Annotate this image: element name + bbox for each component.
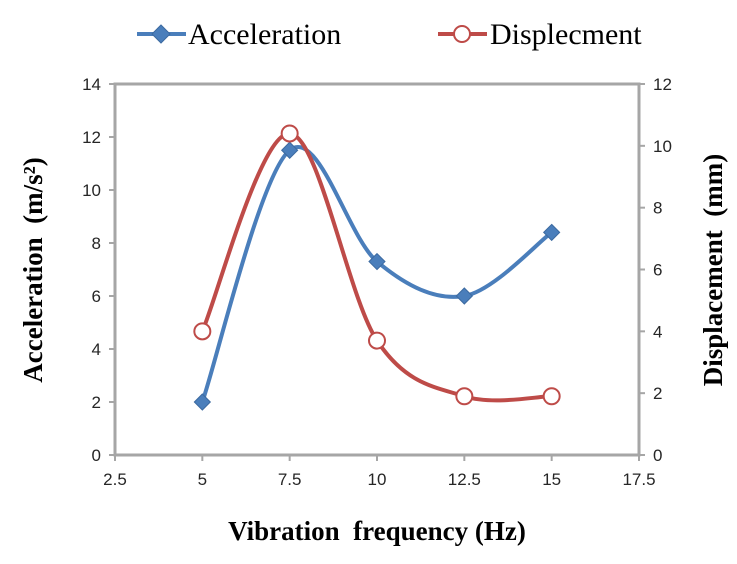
y2-tick-label: 4 xyxy=(653,322,662,341)
y2-tick-label: 6 xyxy=(653,261,662,280)
y-tick-label: 2 xyxy=(92,393,101,412)
data-point-acceleration xyxy=(368,252,386,271)
x-axis: 2.5 5 7.5 10 12.5 15 17.5 xyxy=(103,455,656,489)
y-tick-label: 14 xyxy=(82,75,101,94)
data-point-displecment xyxy=(455,387,474,406)
x-tick-label: 17.5 xyxy=(622,470,655,489)
data-point-acceleration xyxy=(455,287,474,305)
x-tick-label: 7.5 xyxy=(278,470,302,489)
data-point-acceleration xyxy=(193,393,212,411)
data-point-displecment xyxy=(542,387,561,406)
series-layer xyxy=(193,124,561,411)
y2-tick-label: 8 xyxy=(653,199,662,218)
data-point-displecment xyxy=(368,331,386,350)
x-tick-label: 12.5 xyxy=(448,470,481,489)
y-tick-label: 0 xyxy=(92,446,101,465)
data-point-acceleration xyxy=(280,141,299,159)
y-axis-right: 0 2 4 6 8 10 12 xyxy=(639,75,672,465)
x-tick-label: 10 xyxy=(368,470,387,489)
legend-label-acceleration: Acceleration xyxy=(188,18,341,51)
y-tick-label: 6 xyxy=(92,287,101,306)
x-axis-title: Vibration frequency (Hz) xyxy=(228,516,526,546)
y-tick-label: 4 xyxy=(92,340,101,359)
y-axis-title-right: Displacement (mm) xyxy=(698,154,728,386)
y2-tick-label: 0 xyxy=(653,446,662,465)
y-axis-title-left: Acceleration (m/s²) xyxy=(18,157,48,383)
y2-tick-label: 10 xyxy=(653,137,672,156)
data-point-acceleration xyxy=(542,223,561,242)
x-tick-label: 2.5 xyxy=(103,470,127,489)
y2-tick-label: 12 xyxy=(653,75,672,94)
y-tick-label: 8 xyxy=(92,234,101,253)
legend-label-displacement: Displecment xyxy=(490,18,642,51)
y2-tick-label: 2 xyxy=(653,384,662,403)
y-axis-left: 0 2 4 6 8 10 12 14 xyxy=(82,75,115,465)
data-point-displecment xyxy=(280,124,299,143)
x-tick-label: 15 xyxy=(542,470,561,489)
legend-diamond-icon xyxy=(151,24,171,44)
series-line-acceleration xyxy=(200,145,553,403)
x-tick-label: 5 xyxy=(198,470,207,489)
data-point-displecment xyxy=(193,322,212,341)
y-tick-label: 12 xyxy=(82,128,101,147)
legend-circle-icon xyxy=(453,25,471,43)
legend: Acceleration Displecment xyxy=(137,18,642,51)
y-tick-label: 10 xyxy=(82,181,101,200)
